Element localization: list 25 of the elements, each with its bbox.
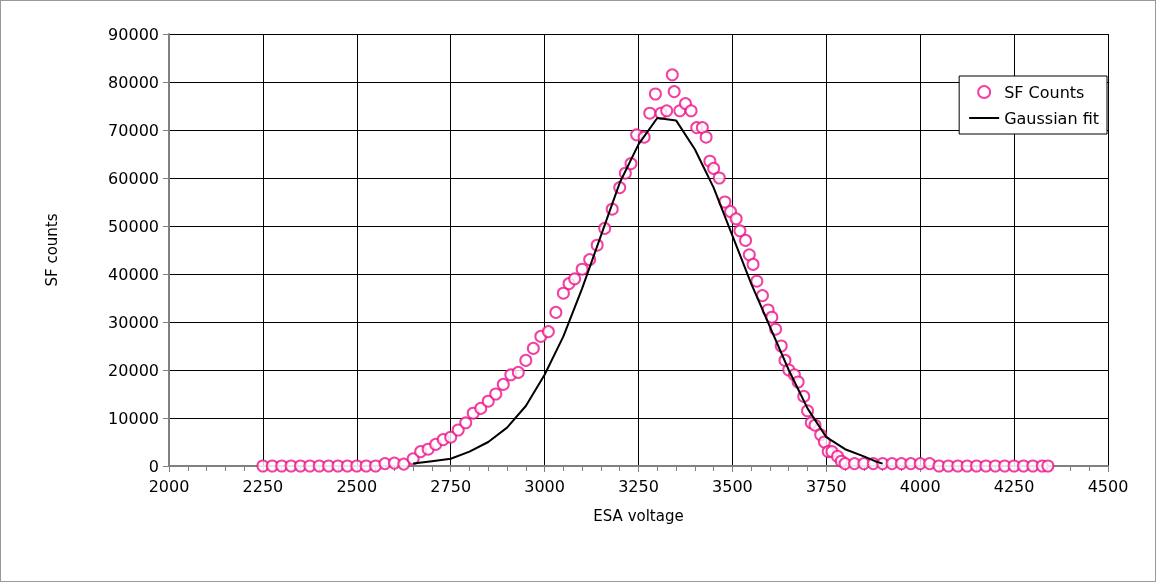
legend-label: SF Counts [1004,82,1085,102]
x-tick-label: 2250 [242,476,284,496]
legend-label: Gaussian fit [1004,108,1099,128]
x-tick-label: 2500 [336,476,378,496]
x-tick-label: 3750 [805,476,847,496]
y-tick-label: 60000 [108,168,159,188]
y-tick-label: 50000 [108,216,159,236]
y-tick-label: 80000 [108,72,159,92]
y-tick-label: 0 [148,456,159,476]
x-tick-label: 3250 [618,476,659,496]
x-tick-label: 4000 [899,476,941,496]
y-tick-label: 70000 [108,120,159,140]
x-tick-label: 4500 [1087,476,1129,496]
y-tick-label: 10000 [108,408,159,428]
x-tick-label: 3500 [712,476,753,496]
x-axis-title: ESA voltage [593,506,684,525]
y-tick-label: 20000 [108,360,159,380]
y-tick-label: 30000 [108,312,159,332]
x-tick-label: 4250 [993,476,1035,496]
x-tick-label: 2750 [430,476,472,496]
x-tick-label: 2000 [148,476,190,496]
x-tick-label: 3000 [524,476,565,496]
y-axis-title: SF counts [42,213,61,287]
y-tick-label: 90000 [108,24,159,44]
y-tick-label: 40000 [108,264,159,284]
